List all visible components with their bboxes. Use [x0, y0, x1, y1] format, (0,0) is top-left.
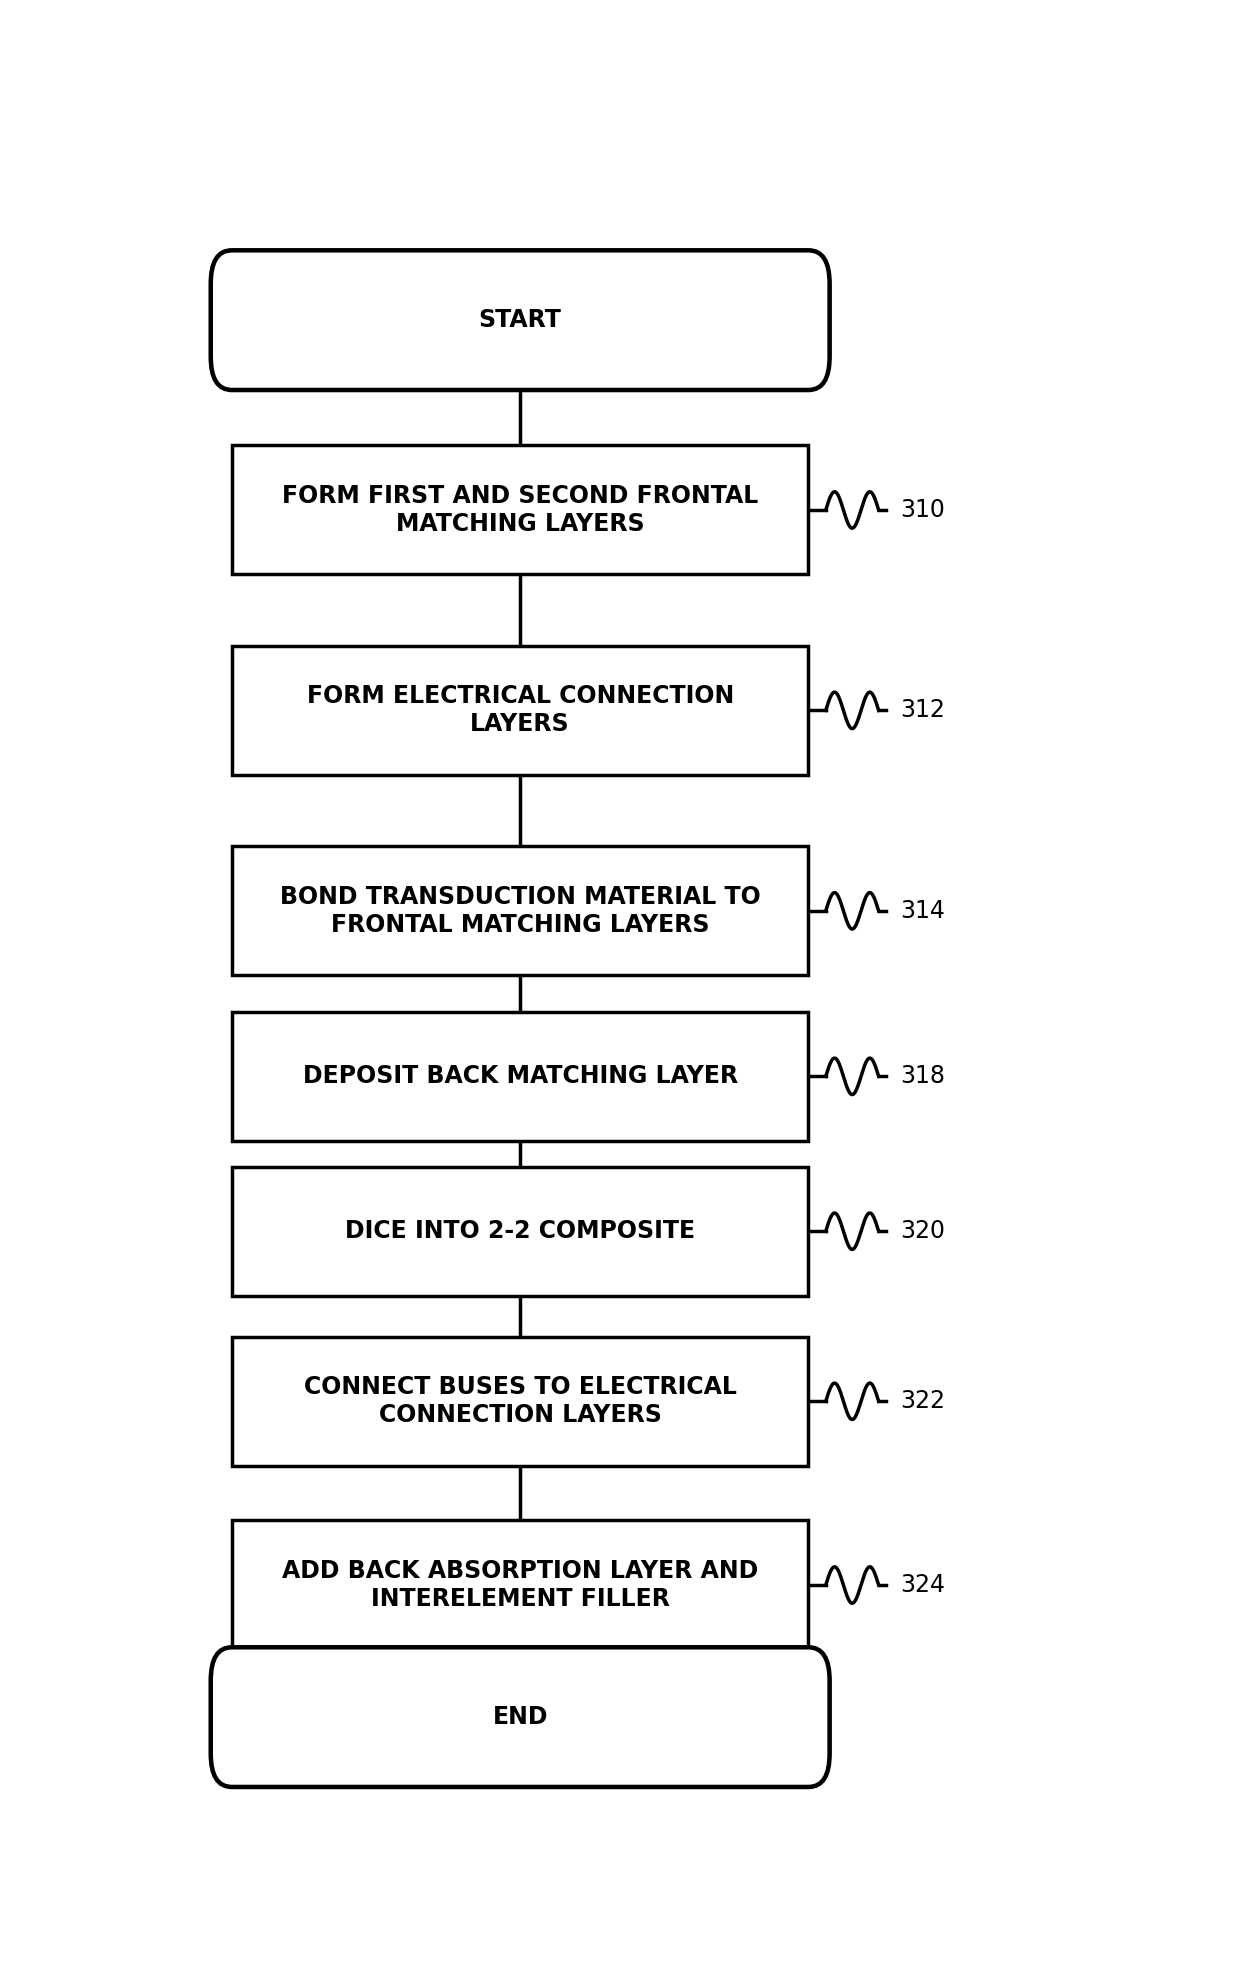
Text: FORM FIRST AND SECOND FRONTAL
MATCHING LAYERS: FORM FIRST AND SECOND FRONTAL MATCHING L… — [281, 483, 759, 536]
Text: 312: 312 — [900, 698, 945, 722]
Text: FORM ELECTRICAL CONNECTION
LAYERS: FORM ELECTRICAL CONNECTION LAYERS — [306, 684, 734, 736]
Text: CONNECT BUSES TO ELECTRICAL
CONNECTION LAYERS: CONNECT BUSES TO ELECTRICAL CONNECTION L… — [304, 1374, 737, 1428]
FancyBboxPatch shape — [232, 1337, 808, 1465]
FancyBboxPatch shape — [232, 846, 808, 976]
FancyBboxPatch shape — [211, 1647, 830, 1787]
FancyBboxPatch shape — [232, 446, 808, 574]
FancyBboxPatch shape — [211, 250, 830, 390]
Text: 310: 310 — [900, 499, 945, 523]
Text: START: START — [479, 308, 562, 331]
Text: 314: 314 — [900, 899, 945, 923]
Text: 318: 318 — [900, 1065, 945, 1089]
Text: DEPOSIT BACK MATCHING LAYER: DEPOSIT BACK MATCHING LAYER — [303, 1065, 738, 1089]
FancyBboxPatch shape — [232, 1012, 808, 1142]
FancyBboxPatch shape — [232, 1520, 808, 1649]
Text: END: END — [492, 1706, 548, 1729]
Text: 324: 324 — [900, 1574, 945, 1597]
Text: BOND TRANSDUCTION MATERIAL TO
FRONTAL MATCHING LAYERS: BOND TRANSDUCTION MATERIAL TO FRONTAL MA… — [280, 885, 760, 937]
Text: 320: 320 — [900, 1219, 945, 1242]
Text: 322: 322 — [900, 1390, 945, 1414]
Text: ADD BACK ABSORPTION LAYER AND
INTERELEMENT FILLER: ADD BACK ABSORPTION LAYER AND INTERELEME… — [281, 1560, 759, 1611]
Text: DICE INTO 2-2 COMPOSITE: DICE INTO 2-2 COMPOSITE — [345, 1219, 696, 1242]
FancyBboxPatch shape — [232, 647, 808, 775]
FancyBboxPatch shape — [232, 1167, 808, 1296]
